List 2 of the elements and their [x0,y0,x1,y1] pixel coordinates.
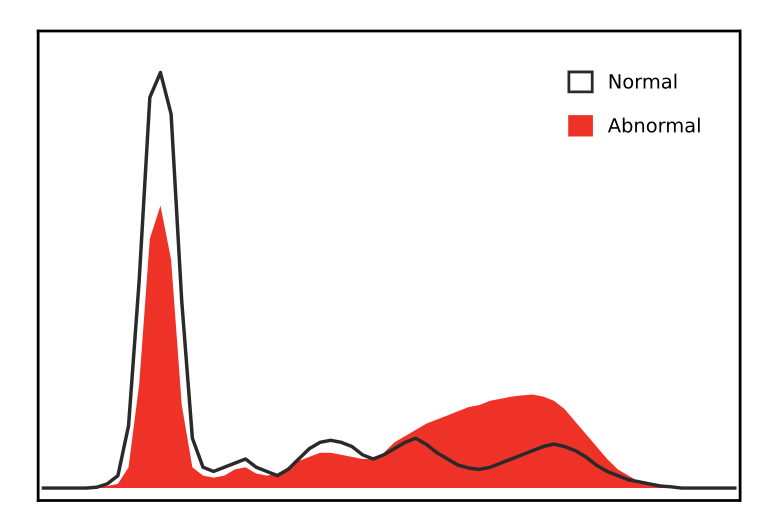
legend-label: Normal [610,74,676,89]
legend-label: Abnormal [608,118,700,133]
